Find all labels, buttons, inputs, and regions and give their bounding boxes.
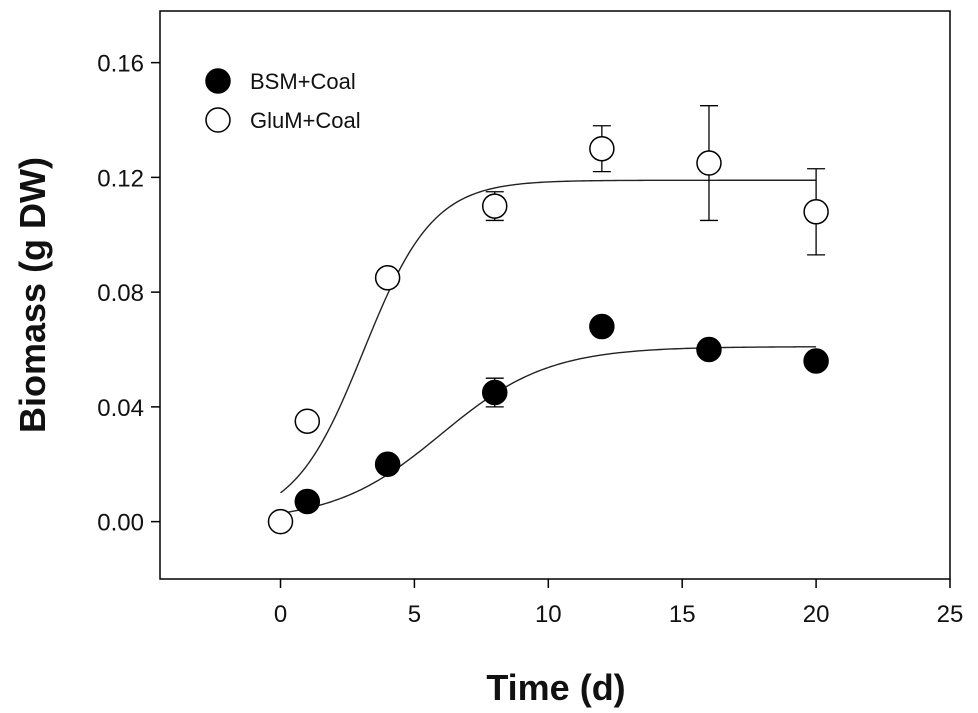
point-glum-coal (374, 265, 401, 291)
y-axis-title: Biomass (g DW) (12, 157, 53, 433)
y-tick-label: 0.16 (97, 51, 144, 78)
data-points (267, 135, 829, 535)
fit-curves (280, 179, 817, 515)
point-bsm-coal (294, 488, 321, 515)
x-tick-label: 20 (803, 601, 830, 628)
error-bars (485, 105, 826, 408)
legend-marker-glum-coal (205, 107, 231, 133)
point-bsm-coal (589, 313, 615, 340)
x-tick-label: 10 (535, 601, 562, 628)
x-tick-label: 15 (669, 601, 696, 628)
point-bsm-coal (374, 451, 401, 478)
point-glum-coal (294, 408, 321, 434)
x-tick-label: 5 (408, 601, 421, 628)
point-glum-coal (481, 193, 508, 219)
point-bsm-coal (803, 348, 829, 374)
legend-label-glum-coal: GluM+Coal (250, 108, 361, 133)
x-tick-label: 25 (937, 601, 964, 628)
legend-marker-bsm-coal (205, 68, 231, 94)
point-glum-coal (696, 150, 722, 176)
x-tick-label: 0 (274, 601, 287, 628)
point-glum-coal (267, 508, 294, 535)
point-bsm-coal (696, 336, 722, 363)
fit-curve-glum-coal (280, 179, 817, 494)
legend: BSM+Coal GluM+Coal (205, 68, 361, 133)
y-axis-ticks: 0.00 0.04 0.08 0.12 0.16 (97, 51, 160, 537)
point-glum-coal (803, 199, 829, 225)
x-axis-title: Time (d) (486, 667, 625, 708)
y-tick-label: 0.08 (97, 280, 144, 307)
point-glum-coal (589, 135, 615, 162)
point-bsm-coal (481, 379, 508, 406)
fit-curve-bsm-coal (280, 346, 817, 515)
plot-frame (159, 10, 951, 580)
y-tick-label: 0.04 (97, 395, 144, 422)
x-axis-ticks: 0 5 10 15 20 25 (274, 579, 964, 628)
y-tick-label: 0.12 (97, 165, 144, 192)
y-tick-label: 0.00 (97, 510, 144, 537)
legend-label-bsm-coal: BSM+Coal (250, 69, 356, 94)
